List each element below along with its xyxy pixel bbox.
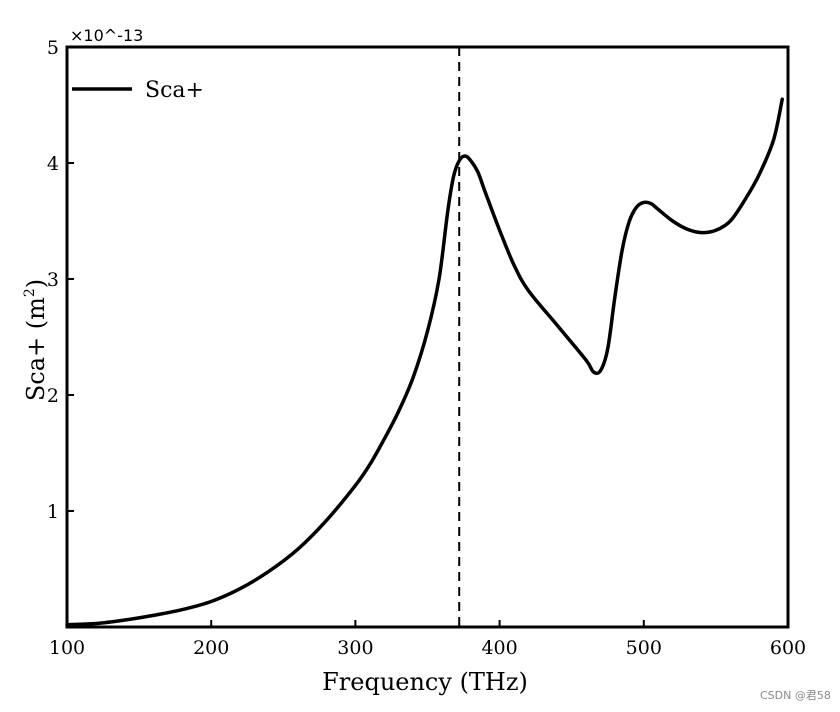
x-tick-label: 400 [481,637,517,659]
y-tick-label: 2 [47,385,59,407]
x-tick-label: 300 [337,637,373,659]
y-axis-title-main: Sca+ (m [22,297,50,401]
x-tick-label: 500 [626,637,662,659]
x-axis-title: Frequency (THz) [322,668,528,696]
x-tick-label: 100 [49,637,85,659]
legend: Sca+ [72,78,204,103]
legend-label-sca-plus: Sca+ [145,78,204,103]
watermark: CSDN @君58 [760,689,831,702]
y-axis-title-sup: 2 [22,288,38,297]
y-axis-ticks: 1 2 3 4 5 [47,37,74,523]
y-axis-title: Sca+ (m2) [22,279,50,401]
plot-frame [65,45,790,629]
x-tick-label: 600 [770,637,806,659]
y-tick-label: 1 [47,501,59,523]
y-axis-title-close: ) [22,279,50,288]
y-tick-label: 5 [47,37,59,59]
x-axis-ticks: 100 200 300 400 500 600 [49,620,806,659]
y-tick-label: 3 [47,269,59,291]
y-exponent-label: ×10^-13 [70,26,143,45]
x-tick-label: 200 [193,637,229,659]
y-tick-label: 4 [47,153,59,175]
series-line-sca-plus [65,97,784,627]
